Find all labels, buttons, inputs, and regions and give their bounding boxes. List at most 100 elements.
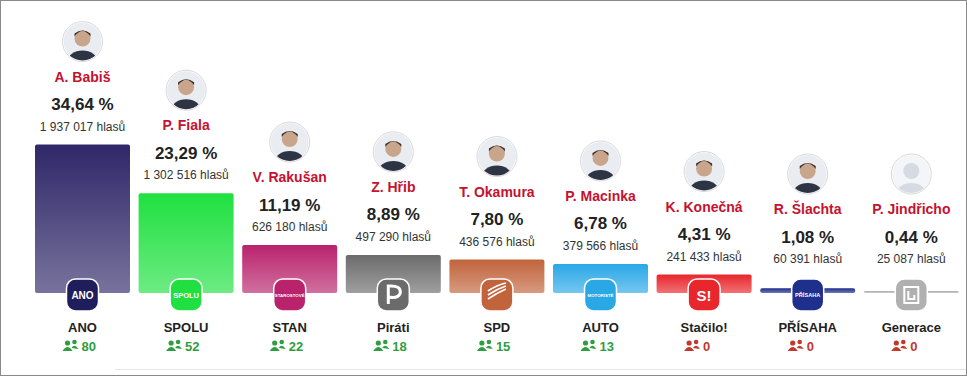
seats-label: 0 (703, 339, 710, 354)
party-logo: STAROSTOVÉ (274, 279, 306, 311)
leader-photo (788, 154, 828, 205)
votes-label: 241 433 hlasů (666, 250, 741, 264)
seat-icon (166, 340, 182, 351)
seat-icon-head (790, 340, 795, 345)
photo-inner (891, 154, 931, 205)
seat-icon-body (788, 347, 798, 351)
photo-head (903, 163, 919, 179)
bottom-rule (115, 369, 966, 370)
percent-label: 34,64 % (51, 95, 113, 114)
percent-label: 11,19 % (259, 196, 320, 215)
logo-text: MOTORISTÉ (587, 293, 613, 298)
photo-head (178, 79, 194, 95)
photo-inner (166, 70, 206, 121)
bar (139, 193, 234, 293)
photo-inner (581, 141, 621, 192)
seat-icon (477, 340, 493, 351)
logo-text: STAROSTOVÉ (275, 293, 305, 298)
party-logo: S! (688, 279, 720, 311)
leader-name: R. Šlachta (774, 200, 842, 217)
logo-icon (488, 286, 506, 295)
seat-icon-body (166, 347, 176, 351)
percent-label: 1,08 % (781, 228, 834, 247)
photo-hair (75, 31, 91, 37)
seat-icon (270, 340, 286, 351)
leader-name: V. Rakušan (253, 169, 327, 185)
logo-text: PŘÍSAHA (795, 291, 820, 298)
photo-inner (373, 132, 413, 183)
seat-icon-head (694, 340, 699, 345)
seat-icon-head (590, 340, 595, 345)
party-name: SPD (484, 320, 511, 335)
party-logo: PŘÍSAHA (792, 279, 824, 311)
party-name: ANO (68, 320, 97, 335)
photo-inner (477, 137, 517, 188)
seats-label: 52 (185, 339, 199, 354)
leader-name: K. Konečná (666, 199, 743, 215)
leader-name: P. Jindřicho (872, 201, 950, 217)
seat-icon-head (479, 340, 484, 345)
seat-icon (373, 340, 389, 351)
photo-inner (270, 122, 310, 173)
votes-label: 436 576 hlasů (459, 235, 534, 249)
party-logo (481, 279, 513, 311)
seat-icon-body (270, 347, 280, 351)
logo-text: S! (697, 287, 712, 304)
logo-badge (792, 279, 824, 311)
seat-icon-body (373, 347, 383, 351)
seat-icon-body (72, 346, 79, 349)
seat-icon-head (65, 340, 70, 345)
party-name: PŘÍSAHA (778, 320, 837, 335)
logo-badge (895, 279, 927, 311)
photo-head (800, 163, 816, 179)
seat-icon (788, 340, 804, 351)
leader-photo (270, 122, 310, 173)
seats-label: 0 (910, 339, 917, 354)
photo-head (593, 150, 609, 166)
seat-icon-body (900, 346, 907, 349)
percent-label: 23,29 % (155, 144, 217, 163)
logo-badge (585, 279, 617, 311)
seat-icon-body (63, 347, 73, 351)
leader-name: P. Fiala (162, 117, 209, 133)
party-logo: ANO (67, 279, 99, 311)
photo-head (696, 161, 712, 177)
logo-badge (481, 279, 513, 311)
seat-icon-head (72, 340, 77, 345)
seat-icon (63, 340, 79, 351)
logo-badge (170, 279, 202, 311)
photo-hair (178, 79, 194, 85)
chart: A. Babiš34,64 %1 937 017 hlasůANOANO80P.… (0, 0, 967, 376)
logo-icon (904, 287, 918, 303)
votes-label: 1 302 516 hlasů (143, 168, 228, 182)
leader-photo (891, 154, 931, 205)
seat-icon-body (382, 346, 389, 349)
frame (1, 1, 967, 376)
leader-photo (477, 137, 517, 188)
votes-label: 497 290 hlasů (356, 230, 431, 244)
leader-photo (373, 132, 413, 183)
party-name: AUTO (582, 320, 619, 335)
logo-badge (688, 279, 720, 311)
party-name: SPOLU (164, 320, 209, 335)
party-name: Generace (882, 320, 941, 335)
seat-icon-head (176, 340, 181, 345)
labels: A. Babiš34,64 %1 937 017 hlasůANOANO80P.… (40, 22, 951, 354)
photo-hair (696, 161, 712, 167)
seat-icon-body (279, 346, 286, 349)
photo-hair (282, 131, 298, 137)
party-name: STAN (272, 320, 306, 335)
logo-icon (388, 286, 400, 304)
leader-photo (581, 141, 621, 192)
seat-icon-body (486, 346, 493, 349)
percent-label: 8,89 % (367, 205, 420, 224)
seat-icon-body (477, 347, 487, 351)
photo-hair (593, 150, 609, 156)
photo-hair (800, 163, 816, 169)
logo-icon (488, 283, 506, 291)
chart-root: A. Babiš34,64 %1 937 017 hlasůANOANO80P.… (0, 0, 967, 376)
photo-inner (63, 22, 103, 73)
party-logo: MOTORISTÉ (585, 279, 617, 311)
leader-name: A. Babiš (54, 69, 110, 85)
logo-badge (274, 279, 306, 311)
